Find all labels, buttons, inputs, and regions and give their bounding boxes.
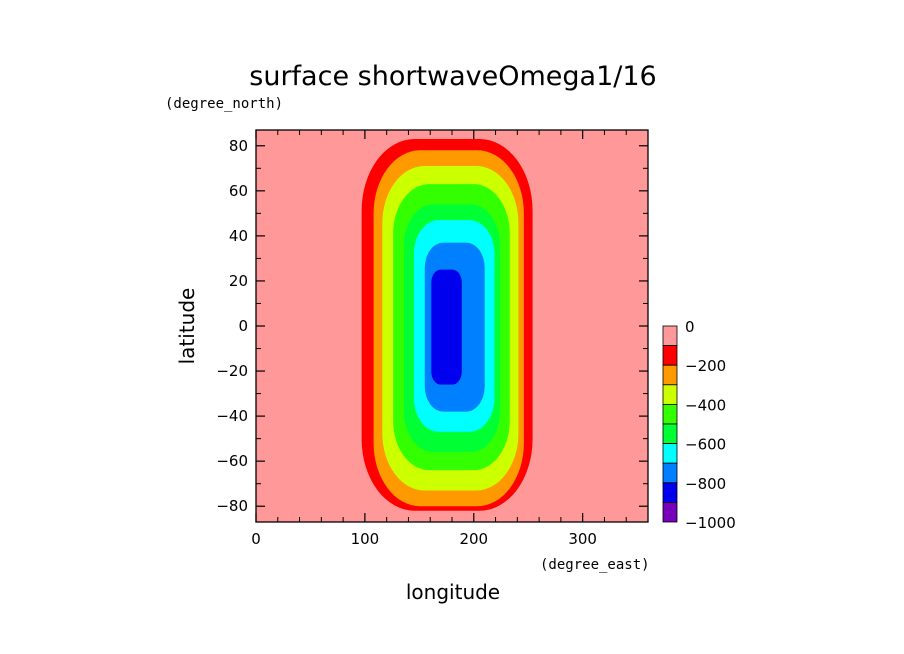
colorbar-label: −400 bbox=[685, 396, 726, 414]
contour-region-8 bbox=[431, 269, 462, 385]
colorbar-band-7 bbox=[662, 462, 678, 484]
y-units-label: (degree_north) bbox=[165, 96, 283, 112]
chart-title: surface shortwaveOmega1/16 bbox=[249, 61, 656, 92]
colorbar-band-4 bbox=[662, 403, 678, 425]
y-tick-label: −60 bbox=[216, 452, 248, 470]
y-tick-label: 40 bbox=[229, 227, 248, 245]
colorbar-band-9 bbox=[662, 501, 678, 523]
colorbar-label: −1000 bbox=[685, 514, 736, 532]
y-axis-label: latitude bbox=[175, 288, 199, 365]
y-tick-label: −40 bbox=[216, 407, 248, 425]
y-tick-label: 60 bbox=[229, 182, 248, 200]
y-tick-label: −20 bbox=[216, 362, 248, 380]
y-tick-label: 20 bbox=[229, 272, 248, 290]
y-tick-label: −80 bbox=[216, 497, 248, 515]
colorbar-band-0 bbox=[662, 325, 678, 347]
x-tick-label: 100 bbox=[351, 530, 380, 548]
x-tick-label: 200 bbox=[459, 530, 488, 548]
colorbar-label: 0 bbox=[685, 318, 695, 336]
colorbar-label: −800 bbox=[685, 475, 726, 493]
colorbar-label: −200 bbox=[685, 357, 726, 375]
colorbar-band-6 bbox=[662, 443, 678, 464]
x-tick-label: 300 bbox=[568, 530, 597, 548]
y-tick-label: 80 bbox=[229, 137, 248, 155]
x-axis-label: longitude bbox=[406, 580, 500, 604]
y-tick-label: 0 bbox=[238, 317, 248, 335]
colorbar-label: −600 bbox=[685, 436, 726, 454]
colorbar-band-1 bbox=[662, 345, 678, 366]
plot-area bbox=[256, 130, 648, 522]
x-tick-label: 0 bbox=[251, 530, 261, 548]
colorbar-band-5 bbox=[662, 423, 678, 445]
colorbar-band-3 bbox=[662, 384, 678, 405]
colorbar: 0 −200 −400 −600 −800 −1000 bbox=[662, 318, 736, 532]
colorbar-band-2 bbox=[662, 364, 678, 386]
colorbar-band-8 bbox=[662, 482, 678, 503]
x-units-label: (degree_east) bbox=[540, 557, 650, 573]
